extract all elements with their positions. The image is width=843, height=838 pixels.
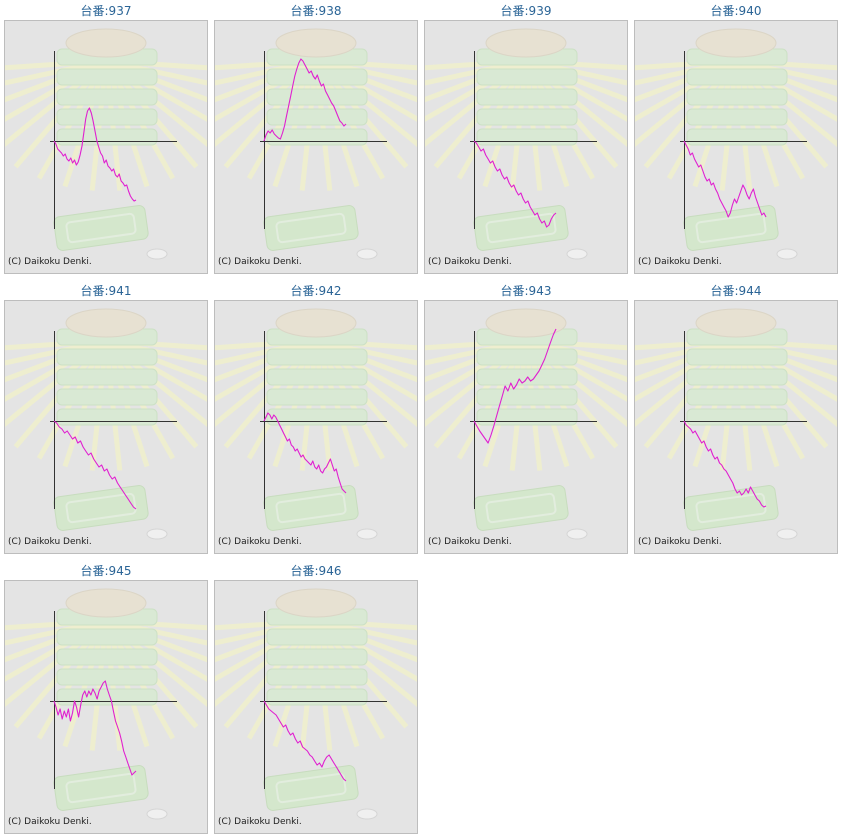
- chart-title[interactable]: 台番:940: [710, 4, 762, 18]
- chart-cell: 台番:944 (C) Daikoku Denki.: [634, 280, 838, 555]
- chart-frame: (C) Daikoku Denki.: [634, 20, 838, 274]
- chart-frame: (C) Daikoku Denki.: [214, 300, 418, 554]
- watermark-graphic: [635, 308, 837, 540]
- copyright-text: (C) Daikoku Denki.: [428, 537, 512, 547]
- copyright-text: (C) Daikoku Denki.: [428, 257, 512, 267]
- watermark-graphic: [425, 308, 627, 540]
- series-line: [683, 140, 767, 218]
- chart-svg: [425, 28, 627, 260]
- copyright-text: (C) Daikoku Denki.: [638, 257, 722, 267]
- chart-title[interactable]: 台番:942: [290, 284, 342, 298]
- watermark-graphic: [215, 28, 417, 260]
- chart-svg: [215, 308, 417, 540]
- series-line: [263, 412, 347, 494]
- series-line: [263, 700, 347, 782]
- copyright-text: (C) Daikoku Denki.: [8, 817, 92, 827]
- chart-svg: [635, 28, 837, 260]
- copyright-text: (C) Daikoku Denki.: [218, 817, 302, 827]
- chart-title[interactable]: 台番:943: [500, 284, 552, 298]
- chart-cell: 台番:946 (C) Daikoku Denki.: [214, 560, 418, 835]
- chart-cell: 台番:940 (C) Daikoku Denki.: [634, 0, 838, 275]
- chart-svg: [5, 588, 207, 820]
- chart-frame: (C) Daikoku Denki.: [4, 580, 208, 834]
- chart-cell: 台番:945 (C) Daikoku Denki.: [4, 560, 208, 835]
- series-line: [473, 328, 557, 444]
- copyright-text: (C) Daikoku Denki.: [638, 537, 722, 547]
- chart-frame: (C) Daikoku Denki.: [4, 20, 208, 274]
- series-line: [683, 420, 767, 508]
- chart-title[interactable]: 台番:937: [80, 4, 132, 18]
- chart-frame: (C) Daikoku Denki.: [424, 20, 628, 274]
- chart-title[interactable]: 台番:939: [500, 4, 552, 18]
- watermark-graphic: [215, 308, 417, 540]
- chart-svg: [5, 28, 207, 260]
- chart-svg: [635, 308, 837, 540]
- watermark-graphic: [425, 28, 627, 260]
- chart-cell: 台番:942 (C) Daikoku Denki.: [214, 280, 418, 555]
- series-line: [53, 107, 137, 202]
- chart-frame: (C) Daikoku Denki.: [4, 300, 208, 554]
- series-line: [53, 680, 137, 776]
- chart-svg: [425, 308, 627, 540]
- chart-frame: (C) Daikoku Denki.: [424, 300, 628, 554]
- series-line: [53, 420, 137, 510]
- series-line: [263, 58, 347, 142]
- watermark-graphic: [5, 28, 207, 260]
- copyright-text: (C) Daikoku Denki.: [218, 537, 302, 547]
- chart-cell: 台番:938 (C) Daikoku Denki.: [214, 0, 418, 275]
- chart-svg: [5, 308, 207, 540]
- copyright-text: (C) Daikoku Denki.: [218, 257, 302, 267]
- chart-frame: (C) Daikoku Denki.: [214, 580, 418, 834]
- copyright-text: (C) Daikoku Denki.: [8, 257, 92, 267]
- chart-title[interactable]: 台番:938: [290, 4, 342, 18]
- chart-cell: 台番:937 (C) Daikoku Denki.: [4, 0, 208, 275]
- chart-title[interactable]: 台番:946: [290, 564, 342, 578]
- chart-frame: (C) Daikoku Denki.: [214, 20, 418, 274]
- watermark-graphic: [5, 308, 207, 540]
- chart-title[interactable]: 台番:941: [80, 284, 132, 298]
- series-line: [473, 140, 557, 228]
- copyright-text: (C) Daikoku Denki.: [8, 537, 92, 547]
- chart-frame: (C) Daikoku Denki.: [634, 300, 838, 554]
- watermark-graphic: [5, 588, 207, 820]
- chart-cell: 台番:943 (C) Daikoku Denki.: [424, 280, 628, 555]
- chart-cell: 台番:939 (C) Daikoku Denki.: [424, 0, 628, 275]
- watermark-graphic: [635, 28, 837, 260]
- chart-cell: 台番:941 (C) Daikoku Denki.: [4, 280, 208, 555]
- chart-svg: [215, 588, 417, 820]
- chart-svg: [215, 28, 417, 260]
- chart-title[interactable]: 台番:944: [710, 284, 762, 298]
- watermark-graphic: [215, 588, 417, 820]
- chart-title[interactable]: 台番:945: [80, 564, 132, 578]
